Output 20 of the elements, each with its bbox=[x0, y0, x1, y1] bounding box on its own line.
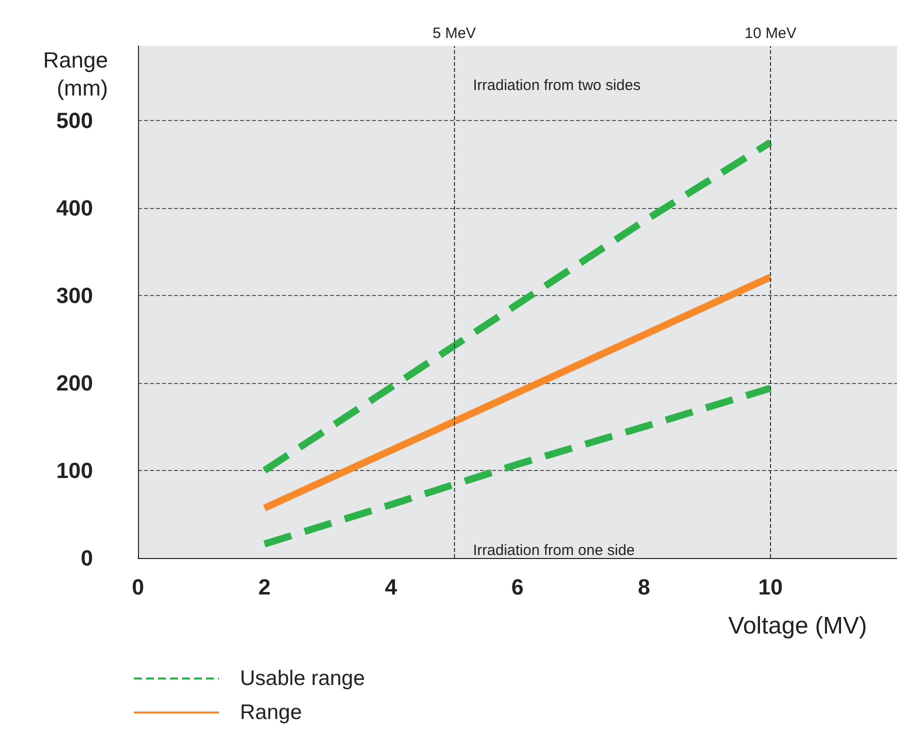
ref-line-label: 5 MeV bbox=[432, 25, 476, 42]
x-tick-label: 6 bbox=[511, 574, 524, 600]
y-tick-label: 500 bbox=[56, 108, 93, 133]
y-tick-label: 400 bbox=[56, 195, 93, 220]
annotation: Irradiation from one side bbox=[473, 542, 635, 559]
x-tick-label: 2 bbox=[258, 574, 271, 600]
x-tick-label: 8 bbox=[638, 574, 650, 600]
y-tick-label: 300 bbox=[56, 282, 93, 308]
legend-label: Usable range bbox=[240, 667, 365, 690]
y-tick-label: 200 bbox=[56, 370, 93, 396]
y-tick-label: 0 bbox=[80, 546, 93, 570]
x-axis-title: Voltage (MV) bbox=[728, 612, 867, 640]
x-tick-label: 4 bbox=[384, 574, 398, 600]
y-tick-label: 100 bbox=[56, 458, 93, 483]
y-axis-title: Range (mm) bbox=[43, 48, 108, 100]
annotation: Irradiation from two sides bbox=[473, 77, 641, 94]
ref-line-label: 10 MeV bbox=[744, 25, 796, 42]
legend-label: Range bbox=[240, 701, 302, 724]
x-tick-label: 0 bbox=[132, 574, 144, 600]
x-tick-label: 10 bbox=[758, 574, 783, 600]
